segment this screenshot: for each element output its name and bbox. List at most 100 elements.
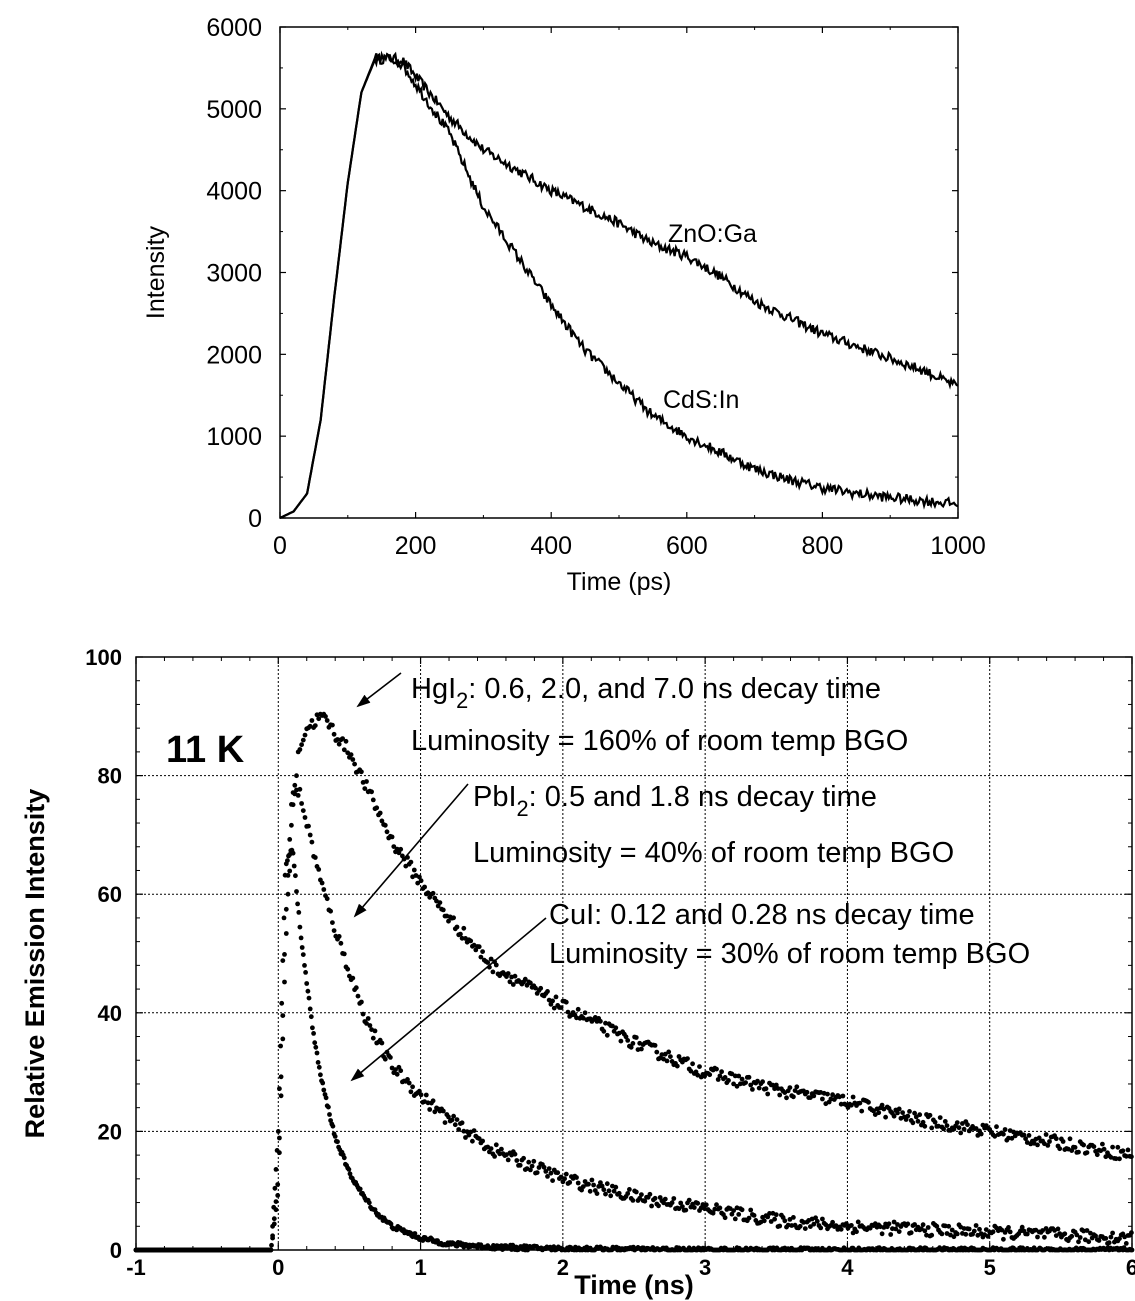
top-y-tick-label: 4000 bbox=[206, 178, 262, 206]
data-point-hgi2 bbox=[558, 1005, 564, 1010]
data-point-pbi2 bbox=[890, 1226, 895, 1232]
data-point-pbi2 bbox=[280, 1013, 286, 1018]
data-point-pbi2 bbox=[379, 1040, 385, 1046]
data-point-cui bbox=[306, 995, 312, 1001]
data-point-cui bbox=[291, 863, 297, 869]
data-point-hgi2 bbox=[565, 1009, 571, 1015]
bottom-x-tick-label: 1 bbox=[414, 1255, 426, 1280]
data-point-hgi2 bbox=[748, 1082, 754, 1088]
data-point-pbi2 bbox=[1024, 1231, 1030, 1237]
data-point-cui bbox=[304, 981, 310, 986]
data-point-hgi2 bbox=[551, 1005, 557, 1011]
data-point-cui bbox=[294, 889, 299, 894]
data-point-hgi2 bbox=[411, 867, 417, 873]
data-point-cui bbox=[270, 1223, 275, 1229]
data-point-pbi2 bbox=[328, 908, 333, 914]
data-point-pbi2 bbox=[575, 1180, 581, 1186]
data-point-pbi2 bbox=[886, 1221, 892, 1227]
data-point-hgi2 bbox=[468, 938, 474, 944]
data-point-cui bbox=[311, 1031, 316, 1036]
arrow-pbi2 bbox=[353, 783, 469, 918]
data-point-pbi2 bbox=[680, 1204, 685, 1209]
data-point-pbi2 bbox=[1074, 1232, 1080, 1238]
data-point-hgi2 bbox=[746, 1074, 752, 1080]
temperature-label: 11 K bbox=[166, 729, 245, 771]
data-point-hgi2 bbox=[377, 810, 383, 816]
data-point-pbi2 bbox=[1007, 1229, 1013, 1235]
data-point-hgi2 bbox=[505, 971, 511, 976]
data-point-pbi2 bbox=[922, 1228, 928, 1234]
data-point-hgi2 bbox=[440, 907, 446, 913]
data-point-pbi2 bbox=[427, 1107, 433, 1112]
data-point-hgi2 bbox=[825, 1091, 830, 1097]
data-point-cui bbox=[302, 963, 307, 968]
data-point-cui bbox=[280, 958, 286, 963]
data-point-hgi2 bbox=[292, 782, 298, 788]
data-point-hgi2 bbox=[922, 1123, 928, 1129]
data-point-hgi2 bbox=[1117, 1156, 1122, 1162]
data-point-cui bbox=[267, 1247, 273, 1253]
data-point-pbi2 bbox=[912, 1222, 917, 1227]
data-point-hgi2 bbox=[942, 1119, 948, 1124]
data-point-hgi2 bbox=[722, 1075, 728, 1080]
data-point-hgi2 bbox=[454, 924, 460, 930]
data-point-hgi2 bbox=[944, 1123, 950, 1128]
data-point-hgi2 bbox=[389, 834, 395, 840]
data-point-pbi2 bbox=[983, 1227, 989, 1232]
data-point-hgi2 bbox=[961, 1126, 967, 1132]
data-point-pbi2 bbox=[656, 1203, 661, 1209]
data-point-pbi2 bbox=[920, 1222, 926, 1228]
data-point-pbi2 bbox=[393, 1067, 398, 1073]
data-point-pbi2 bbox=[567, 1180, 573, 1185]
data-point-pbi2 bbox=[287, 837, 293, 842]
data-point-hgi2 bbox=[422, 884, 427, 890]
data-point-pbi2 bbox=[777, 1223, 783, 1229]
data-point-pbi2 bbox=[1117, 1236, 1122, 1241]
bottom-x-axis-label: Time (ns) bbox=[574, 1270, 694, 1300]
data-point-hgi2 bbox=[739, 1076, 745, 1082]
bottom-y-tick-label: 0 bbox=[110, 1238, 122, 1263]
data-point-pbi2 bbox=[480, 1138, 485, 1144]
data-point-pbi2 bbox=[1123, 1241, 1129, 1246]
data-point-pbi2 bbox=[630, 1198, 636, 1203]
data-point-pbi2 bbox=[545, 1174, 550, 1179]
data-point-pbi2 bbox=[1093, 1233, 1098, 1239]
data-point-pbi2 bbox=[768, 1219, 774, 1224]
top-x-tick-label: 600 bbox=[666, 532, 708, 560]
data-point-pbi2 bbox=[843, 1221, 849, 1226]
top-y-tick-label: 2000 bbox=[206, 341, 262, 369]
top-y-tick-label: 1000 bbox=[206, 423, 262, 451]
data-point-pbi2 bbox=[1001, 1236, 1006, 1242]
data-point-pbi2 bbox=[649, 1203, 654, 1209]
data-point-pbi2 bbox=[423, 1092, 429, 1098]
data-point-pbi2 bbox=[1018, 1228, 1023, 1234]
data-point-hgi2 bbox=[883, 1114, 888, 1120]
data-point-pbi2 bbox=[454, 1117, 460, 1122]
data-point-pbi2 bbox=[594, 1191, 600, 1196]
data-point-pbi2 bbox=[307, 832, 313, 838]
data-point-pbi2 bbox=[505, 1157, 511, 1163]
data-point-cui bbox=[274, 1148, 280, 1153]
data-point-pbi2 bbox=[966, 1226, 972, 1232]
data-point-hgi2 bbox=[1009, 1135, 1015, 1141]
data-point-pbi2 bbox=[488, 1146, 494, 1151]
data-point-hgi2 bbox=[664, 1058, 670, 1064]
data-point-pbi2 bbox=[324, 896, 330, 902]
data-point-hgi2 bbox=[628, 1044, 634, 1050]
data-point-cui bbox=[323, 1095, 329, 1101]
data-point-hgi2 bbox=[430, 890, 436, 896]
data-point-pbi2 bbox=[282, 952, 287, 957]
data-point-hgi2 bbox=[1035, 1142, 1040, 1148]
data-point-hgi2 bbox=[278, 1093, 284, 1099]
data-point-hgi2 bbox=[777, 1092, 783, 1098]
top-series-label-zno-ga: ZnO:Ga bbox=[668, 220, 757, 248]
bottom-x-tick-label: 4 bbox=[841, 1255, 854, 1280]
data-point-hgi2 bbox=[755, 1078, 760, 1084]
data-point-pbi2 bbox=[599, 1183, 605, 1189]
bottom-x-tick-label: 3 bbox=[699, 1255, 711, 1280]
data-point-pbi2 bbox=[695, 1200, 701, 1206]
data-point-cui bbox=[290, 850, 296, 856]
data-point-pbi2 bbox=[691, 1205, 697, 1210]
data-point-cui bbox=[281, 915, 287, 921]
data-point-pbi2 bbox=[1006, 1225, 1011, 1230]
